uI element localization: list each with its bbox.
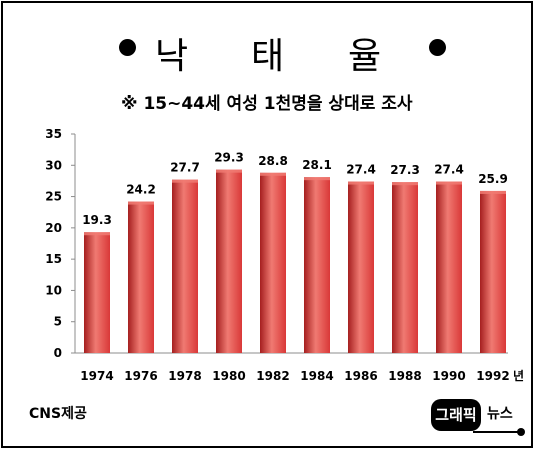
title-row: 낙 태 율 xyxy=(3,21,531,77)
chart-bars xyxy=(84,169,506,353)
title-bullet-left xyxy=(119,39,136,56)
bar-top-cap xyxy=(304,177,330,181)
bar-1992 xyxy=(480,190,506,353)
y-tick-label: 5 xyxy=(54,315,62,329)
bar-top-cap xyxy=(480,190,506,194)
source-credit: CNS제공 xyxy=(29,406,87,422)
chart-labels: 19.3 1974 24.2 1976 27.7 1978 29.3 1980 28.8 1982… xyxy=(80,151,524,383)
bar-1980 xyxy=(216,169,242,353)
title-bullet-right xyxy=(429,39,446,56)
bar-chart: 0 5 10 15 20 25 30 35 19.3 1974 24.2 1976 27.7 1978 2… xyxy=(45,127,524,383)
bar-1976 xyxy=(128,201,154,353)
logo-sub-text: 뉴스 xyxy=(487,406,513,422)
y-tick-label: 10 xyxy=(45,283,62,297)
x-tick-label-1982: 1982 xyxy=(256,369,289,383)
x-tick-label-1992: 1992 xyxy=(476,369,509,383)
x-tick-label-1990: 1990 xyxy=(432,369,465,383)
bar-top-cap xyxy=(128,201,154,205)
data-label-1984: 28.1 xyxy=(302,158,332,172)
logo-badge: 그래픽 xyxy=(431,399,481,431)
data-label-1988: 27.3 xyxy=(390,163,420,177)
bar-top-cap xyxy=(436,181,462,185)
title-char-1: 낙 xyxy=(155,36,189,77)
y-tick-label: 25 xyxy=(45,190,62,204)
bar-top-cap xyxy=(172,179,198,183)
bar-top-cap xyxy=(260,172,286,176)
y-tick-label: 20 xyxy=(45,221,62,235)
x-tick-label-1974: 1974 xyxy=(80,369,113,383)
y-tick-label: 35 xyxy=(45,127,62,141)
x-tick-label-1978: 1978 xyxy=(168,369,201,383)
chart-axes: 0 5 10 15 20 25 30 35 xyxy=(45,127,508,360)
x-tick-label-1984: 1984 xyxy=(300,369,333,383)
title-char-3: 율 xyxy=(348,36,382,77)
bar-1984 xyxy=(304,177,330,353)
chart-title: 낙 태 율 xyxy=(73,27,461,77)
data-label-1992: 25.9 xyxy=(478,172,508,186)
logo-dot xyxy=(517,428,525,436)
data-label-1982: 28.8 xyxy=(258,154,288,168)
data-label-1990: 27.4 xyxy=(434,163,464,177)
y-tick-label: 30 xyxy=(45,158,62,172)
data-label-1980: 29.3 xyxy=(214,151,244,165)
bar-1990 xyxy=(436,181,462,353)
bar-1988 xyxy=(392,182,418,353)
bar-1982 xyxy=(260,172,286,353)
x-tick-label-1980: 1980 xyxy=(212,369,245,383)
data-label-1974: 19.3 xyxy=(82,213,112,227)
data-label-1976: 24.2 xyxy=(126,183,156,197)
bar-top-cap xyxy=(392,182,418,186)
bar-1974 xyxy=(84,232,110,353)
x-tick-label-1986: 1986 xyxy=(344,369,377,383)
data-label-1986: 27.4 xyxy=(346,163,376,177)
bar-top-cap xyxy=(84,232,110,236)
logo-line xyxy=(473,431,521,433)
title-char-2: 태 xyxy=(251,36,285,77)
logo-main-text: 그래픽 xyxy=(435,406,477,424)
bar-top-cap xyxy=(348,181,374,185)
y-tick-label: 15 xyxy=(45,252,62,266)
x-tick-label-1976: 1976 xyxy=(124,369,157,383)
x-unit-label: 년 xyxy=(513,369,524,383)
publisher-logo: 그래픽 뉴스 xyxy=(425,395,527,441)
chart-subtitle: ※ 15~44세 여성 1천명을 상대로 조사 xyxy=(121,94,413,114)
bar-1978 xyxy=(172,179,198,353)
data-label-1978: 27.7 xyxy=(170,161,200,175)
bar-top-cap xyxy=(216,169,242,173)
y-tick-label: 0 xyxy=(54,346,62,360)
bar-1986 xyxy=(348,181,374,353)
x-tick-label-1988: 1988 xyxy=(388,369,421,383)
